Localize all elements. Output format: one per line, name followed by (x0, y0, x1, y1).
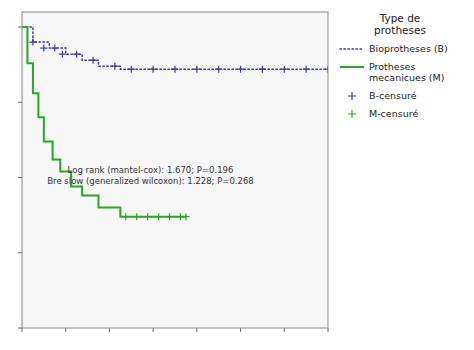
x-tick (153, 328, 154, 332)
legend-swatch (340, 48, 364, 50)
text-line: Protheses (369, 61, 415, 72)
annotation: Log rank (mantel-cox): 1.670; P=0.196Bre… (47, 165, 254, 186)
legend-label: B-censuré (369, 90, 417, 101)
x-tick (196, 328, 197, 332)
censor-mark (40, 45, 47, 52)
text-line: Type de (379, 12, 421, 24)
censor-mark (155, 213, 162, 220)
censor-mark (133, 213, 140, 220)
censor-mark (237, 66, 244, 73)
censor-mark (122, 213, 129, 220)
x-tick (65, 328, 66, 332)
censor-mark (215, 66, 222, 73)
legend-swatch (348, 110, 356, 118)
x-tick (240, 328, 241, 332)
survival-curve (22, 27, 328, 69)
censor-mark (144, 213, 151, 220)
legend-swatch (340, 66, 364, 68)
censor-mark (51, 45, 58, 52)
x-tick (284, 328, 285, 332)
text-line: B-censuré (369, 90, 417, 101)
y-tick (18, 328, 22, 329)
plot-frame (22, 12, 328, 328)
censor-mark (59, 51, 66, 58)
plot-data (22, 27, 328, 220)
legend-label: M-censuré (369, 108, 418, 119)
censor-mark (259, 66, 266, 73)
censor-mark (73, 51, 80, 58)
x-tick (22, 328, 23, 332)
censor-mark (166, 213, 173, 220)
y-tick (18, 252, 22, 253)
censor-mark (182, 213, 189, 220)
censor-mark (325, 66, 329, 73)
y-tick (18, 27, 22, 28)
y-tick (18, 177, 22, 178)
x-tick (109, 328, 110, 332)
censor-mark (150, 66, 157, 73)
censor-mark (193, 66, 200, 73)
censor-mark (128, 66, 135, 73)
legend: Type deprotheses Bioprotheses (B) Prothese… (340, 12, 448, 119)
text-line: Log rank (mantel-cox): 1.670; P=0.196 (68, 165, 234, 175)
text-line: Bre slow (generalized wilcoxon): 1.228; … (47, 176, 254, 186)
legend-swatch (348, 92, 356, 100)
plot-background (22, 12, 328, 328)
censor-mark (303, 66, 310, 73)
text-line: Bioprotheses (B) (369, 43, 448, 54)
censor-mark (29, 39, 36, 46)
chart-container: Log rank (mantel-cox): 1.670; P=0.196Bre… (0, 0, 474, 350)
survival-curve (22, 27, 186, 217)
censor-mark (281, 66, 288, 73)
legend-label: Bioprotheses (B) (369, 43, 448, 54)
text-line: M-censuré (369, 108, 418, 119)
text-line: protheses (374, 24, 426, 36)
censor-mark (111, 63, 118, 70)
legend-label: Prothesesmecanicues (M) (369, 61, 444, 83)
chart-svg: Log rank (mantel-cox): 1.670; P=0.196Bre… (0, 0, 474, 350)
censor-mark (172, 66, 179, 73)
censor-mark (90, 57, 97, 64)
y-tick (18, 102, 22, 103)
legend-title: Type deprotheses (374, 12, 426, 36)
x-tick (328, 328, 329, 332)
text-line: mecanicues (M) (369, 72, 444, 83)
